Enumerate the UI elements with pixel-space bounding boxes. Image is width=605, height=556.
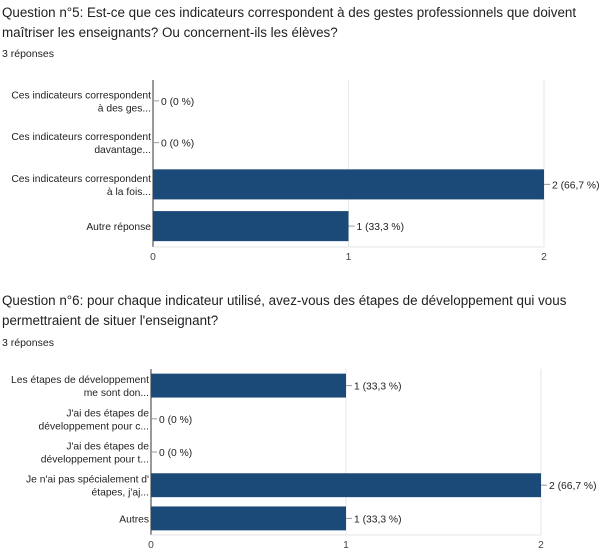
q6-value-label: 1 (33,3 %) — [354, 382, 402, 393]
q6-value-label: 0 (0 %) — [159, 448, 192, 459]
question-5-bar-chart: 0 1 2 Ces indicateurs correspondent à des ge… — [11, 80, 600, 263]
q6-category-label: Les étapes de développement me sont don..… — [11, 375, 149, 399]
q5-bar — [153, 211, 349, 242]
question-5-title: Question n°5: Est-ce que ces indicateurs… — [2, 5, 577, 40]
q6-category-label: Je n'ai pas spécialement d' étapes, j'aj.… — [26, 475, 149, 499]
q6-bar — [151, 373, 346, 398]
q6-bar — [151, 506, 346, 531]
q5-category-label: Ces indicateurs correspondent davantage..… — [11, 132, 151, 156]
q5-value-label: 1 (33,3 %) — [357, 222, 405, 233]
q6-category-label: J'ai des étapes de développement pour t..… — [41, 442, 149, 466]
question-6-title: Question n°6: pour chaque indicateur uti… — [2, 293, 567, 328]
q5-value-label: 2 (66,7 %) — [552, 180, 600, 191]
question-6-bar-chart: 0 1 2 Les étapes de développement me sont do… — [11, 369, 597, 551]
q5-category-label: Ces indicateurs correspondent à la fois..… — [11, 174, 151, 198]
q6-category-label: Autres — [119, 514, 149, 525]
question-6-response-count: 3 réponses — [2, 337, 54, 349]
q6-category-label: J'ai des étapes de développement pour c..… — [39, 408, 150, 432]
q5-x-tick-label: 0 — [150, 252, 156, 263]
q6-value-label: 1 (33,3 %) — [354, 514, 402, 525]
q5-x-tick-label: 1 — [346, 252, 352, 263]
q6-x-tick-label: 0 — [148, 540, 154, 551]
q5-value-label: 0 (0 %) — [161, 139, 194, 150]
q6-x-tick-label: 2 — [538, 540, 544, 551]
q5-x-tick-label: 2 — [541, 252, 547, 263]
question-5-response-count: 3 réponses — [2, 48, 54, 60]
q5-value-label: 0 (0 %) — [161, 97, 194, 108]
q6-value-label: 2 (66,7 %) — [549, 481, 597, 492]
q6-value-label: 0 (0 %) — [159, 415, 192, 426]
q5-category-label: Autre réponse — [86, 222, 151, 233]
q6-x-tick-label: 1 — [343, 540, 349, 551]
q5-category-label: Ces indicateurs correspondent à des ges..… — [11, 90, 151, 114]
q5-bar — [153, 169, 544, 200]
q6-bar — [151, 473, 541, 498]
